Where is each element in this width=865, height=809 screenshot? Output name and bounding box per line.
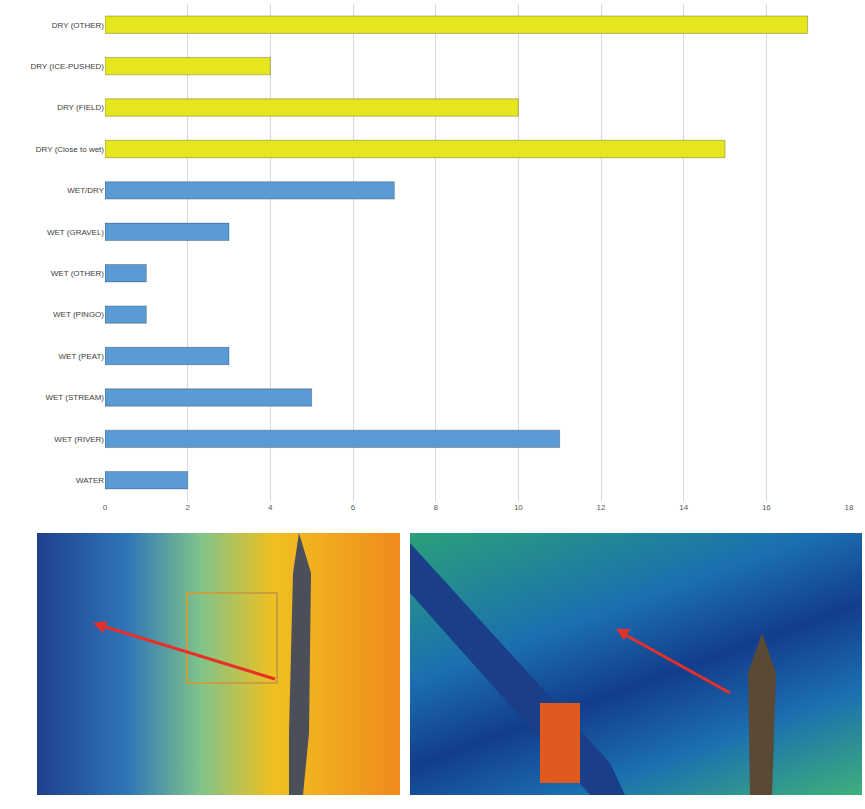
svg-text:18: 18 (845, 503, 854, 512)
svg-text:2: 2 (185, 503, 190, 512)
svg-text:DRY (Close to wet): DRY (Close to wet) (36, 145, 105, 154)
svg-text:4: 4 (268, 503, 273, 512)
svg-text:8: 8 (433, 503, 438, 512)
svg-text:10: 10 (514, 503, 523, 512)
svg-text:12: 12 (597, 503, 606, 512)
svg-text:DRY (ICE-PUSHED): DRY (ICE-PUSHED) (31, 62, 105, 71)
svg-text:6: 6 (351, 503, 356, 512)
svg-text:WET (OTHER): WET (OTHER) (51, 269, 105, 278)
svg-text:WET (GRAVEL): WET (GRAVEL) (47, 228, 104, 237)
svg-text:WET (STREAM): WET (STREAM) (45, 393, 104, 402)
svg-text:WATER: WATER (76, 476, 104, 485)
svg-text:WET (PEAT): WET (PEAT) (59, 352, 105, 361)
svg-text:WET (RIVER): WET (RIVER) (54, 435, 104, 444)
svg-text:0: 0 (103, 503, 108, 512)
svg-text:14: 14 (679, 503, 688, 512)
svg-text:DRY (FIELD): DRY (FIELD) (57, 103, 104, 112)
svg-text:DRY (OTHER): DRY (OTHER) (52, 21, 104, 30)
svg-text:WET/DRY: WET/DRY (67, 186, 104, 195)
svg-text:WET (PINGO): WET (PINGO) (53, 310, 104, 319)
svg-text:16: 16 (762, 503, 771, 512)
